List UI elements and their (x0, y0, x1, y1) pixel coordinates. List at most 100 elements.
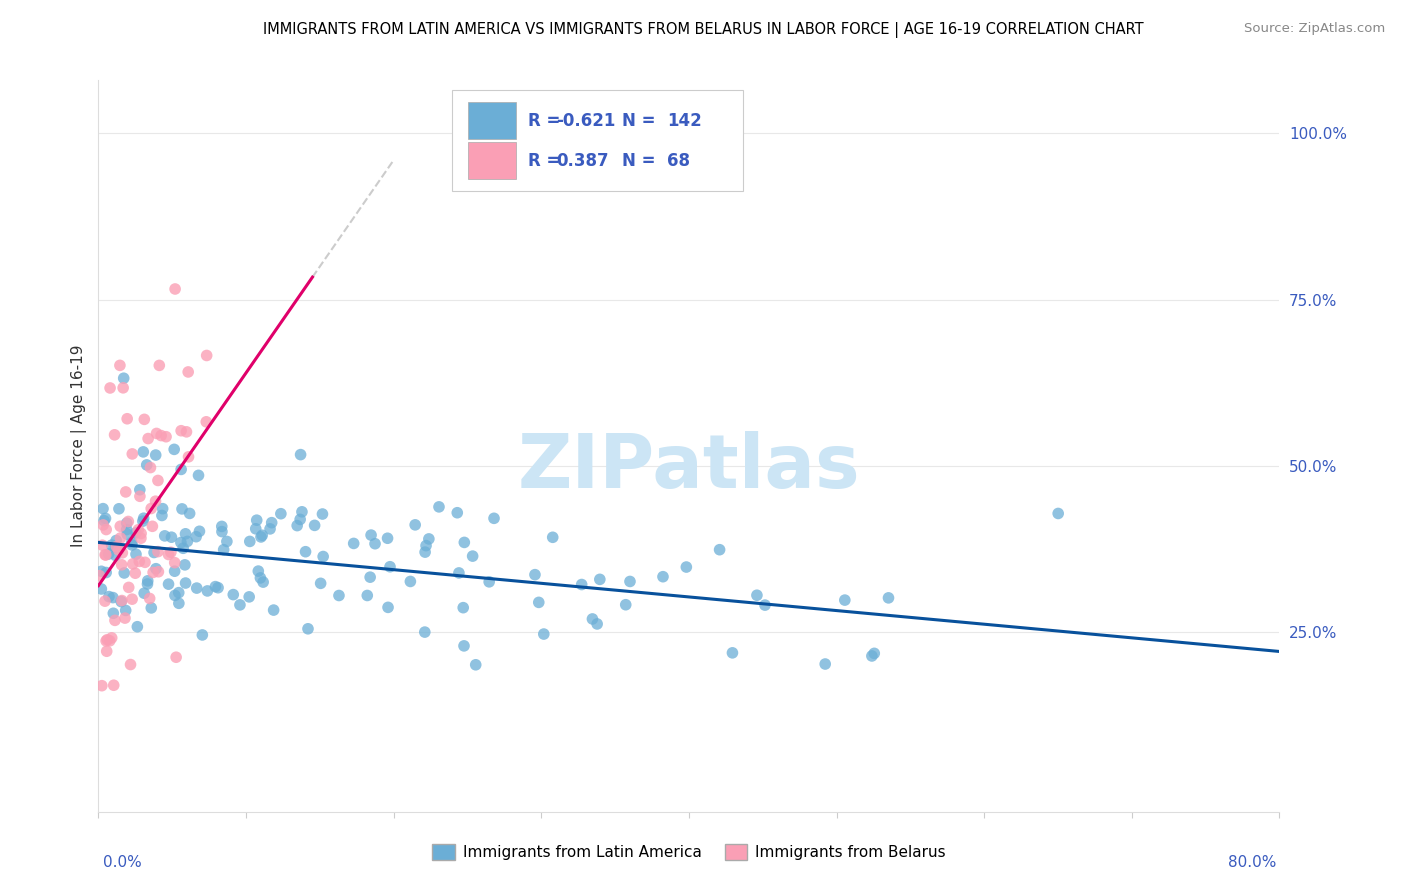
Point (136, 574, 159, 588)
Point (174, 576, 197, 591)
Point (239, 534, 262, 549)
Point (114, 603, 136, 617)
Point (90, 679, 112, 693)
Point (404, 517, 426, 532)
Point (165, 282, 187, 296)
Point (94, 511, 117, 525)
Point (176, 425, 198, 439)
Point (174, 526, 197, 541)
Point (94, 548, 117, 562)
Point (115, 527, 138, 541)
Point (311, 507, 333, 521)
Point (111, 593, 134, 607)
Point (195, 349, 218, 363)
Point (165, 650, 187, 665)
Point (464, 657, 486, 672)
Point (170, 502, 193, 516)
Point (312, 549, 335, 564)
Point (111, 546, 134, 560)
Point (121, 538, 143, 552)
Point (142, 566, 165, 580)
Point (121, 557, 143, 571)
Point (103, 607, 125, 621)
Point (238, 590, 260, 604)
Point (222, 588, 245, 602)
Point (263, 603, 285, 617)
Point (863, 646, 886, 660)
Point (104, 549, 127, 563)
Point (754, 598, 776, 612)
Text: N =: N = (623, 152, 662, 169)
Point (250, 530, 273, 544)
Point (453, 639, 475, 653)
Point (523, 567, 546, 582)
Point (108, 501, 131, 516)
Point (173, 558, 195, 572)
Point (104, 540, 127, 554)
Text: -0.621: -0.621 (555, 112, 616, 129)
Point (146, 474, 169, 488)
Point (461, 549, 484, 563)
Point (115, 411, 138, 425)
Point (1047, 507, 1070, 521)
Point (167, 596, 190, 610)
Point (270, 507, 292, 521)
Point (127, 620, 149, 634)
Point (96, 632, 118, 647)
Point (170, 424, 193, 438)
Text: IMMIGRANTS FROM LATIN AMERICA VS IMMIGRANTS FROM BELARUS IN LABOR FORCE | AGE 16: IMMIGRANTS FROM LATIN AMERICA VS IMMIGRA… (263, 22, 1143, 38)
Point (98, 381, 121, 395)
Point (172, 541, 194, 556)
Point (167, 585, 190, 599)
Point (132, 445, 155, 459)
Text: 0.0%: 0.0% (103, 855, 142, 870)
Point (108, 359, 131, 373)
Point (294, 545, 316, 559)
Point (105, 540, 128, 554)
Point (93, 514, 115, 528)
Point (290, 448, 312, 462)
Point (215, 534, 238, 549)
Point (103, 678, 125, 692)
Point (259, 522, 281, 536)
Point (291, 505, 314, 519)
Point (129, 526, 152, 541)
Point (90, 564, 112, 578)
Point (148, 565, 170, 579)
Point (94, 594, 117, 608)
Point (745, 588, 768, 602)
Point (211, 524, 233, 539)
Point (247, 564, 270, 578)
Point (115, 516, 138, 531)
Text: 142: 142 (666, 112, 702, 129)
Point (110, 594, 132, 608)
Text: R =: R = (529, 112, 567, 129)
Point (132, 514, 155, 528)
Point (589, 573, 612, 587)
Point (145, 448, 167, 462)
Point (107, 543, 129, 558)
Point (121, 592, 143, 607)
Point (581, 612, 603, 626)
Point (132, 511, 155, 525)
Point (721, 646, 744, 660)
Point (211, 519, 233, 533)
Point (377, 531, 399, 545)
Point (163, 556, 186, 570)
Point (343, 536, 366, 550)
Point (112, 381, 135, 395)
Point (129, 489, 152, 503)
Point (90, 582, 112, 596)
Point (179, 507, 201, 521)
Point (877, 591, 900, 605)
Point (134, 586, 156, 600)
Point (120, 657, 142, 672)
Point (136, 577, 159, 591)
Point (157, 548, 180, 562)
Point (121, 535, 143, 549)
Point (614, 598, 637, 612)
Point (112, 566, 135, 580)
Point (285, 518, 308, 533)
Point (163, 564, 186, 578)
Text: 80.0%: 80.0% (1229, 855, 1277, 870)
